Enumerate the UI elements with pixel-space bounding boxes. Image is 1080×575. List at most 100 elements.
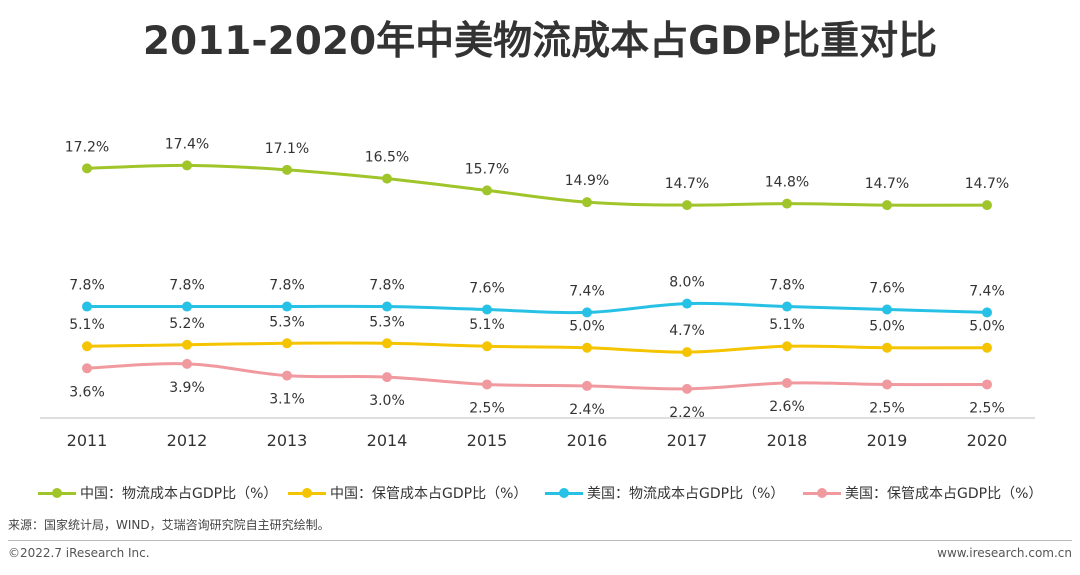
x-tick-label: 2020 xyxy=(967,431,1008,450)
data-label: 7.8% xyxy=(169,278,205,294)
line-chart: 2011 2012 2013 2014 2015 2016 2017 2018 2019 2020… xyxy=(40,136,1035,450)
data-label: 2.6% xyxy=(769,399,805,415)
data-label: 2.2% xyxy=(669,405,705,421)
series-line-2 xyxy=(86,341,988,354)
legend-item: 中国：物流成本占GDP比（%） xyxy=(38,482,277,504)
data-label: 5.2% xyxy=(169,316,205,332)
data-label: 5.0% xyxy=(969,319,1005,335)
legend-marker-icon xyxy=(545,486,583,500)
data-label: 5.0% xyxy=(569,319,605,335)
chart-legend: 中国：物流成本占GDP比（%） 中国：保管成本占GDP比（%） 美国：物流成本占GD… xyxy=(38,482,1078,506)
data-point xyxy=(782,301,792,312)
data-label: 14.7% xyxy=(865,176,909,192)
data-point xyxy=(182,339,192,350)
data-point xyxy=(182,301,192,312)
data-point xyxy=(282,164,292,175)
data-label: 7.8% xyxy=(269,278,305,294)
data-label: 5.3% xyxy=(369,314,405,330)
data-point xyxy=(982,200,992,211)
footer-divider xyxy=(8,540,1072,541)
legend-label: 中国：保管成本占GDP比（%） xyxy=(330,486,528,502)
data-point xyxy=(582,342,592,353)
data-label: 4.7% xyxy=(669,323,705,339)
data-label: 7.6% xyxy=(869,280,905,296)
data-label: 7.8% xyxy=(769,278,805,294)
legend-item: 美国：保管成本占GDP比（%） xyxy=(803,482,1042,504)
data-label: 15.7% xyxy=(465,161,509,177)
legend-label: 美国：物流成本占GDP比（%） xyxy=(587,486,785,502)
x-tick-label: 2012 xyxy=(167,431,208,450)
legend-marker-icon xyxy=(803,486,841,500)
data-label: 8.0% xyxy=(669,275,705,291)
series-line-3 xyxy=(86,301,988,315)
data-point xyxy=(782,341,792,352)
data-point xyxy=(582,197,592,208)
legend-label: 中国：物流成本占GDP比（%） xyxy=(80,486,278,502)
legend-item: 中国：保管成本占GDP比（%） xyxy=(288,482,527,504)
data-point xyxy=(282,370,292,381)
data-point xyxy=(82,163,92,174)
data-point xyxy=(882,304,892,315)
chart-title: 2011-2020年中美物流成本占GDP比重对比 xyxy=(142,19,938,64)
data-label: 14.8% xyxy=(765,175,809,191)
data-label: 14.7% xyxy=(665,176,709,192)
data-point xyxy=(482,304,492,315)
x-tick-label: 2016 xyxy=(567,431,608,450)
x-tick-label: 2015 xyxy=(467,431,508,450)
data-point xyxy=(682,200,692,211)
data-label: 14.7% xyxy=(965,176,1009,192)
data-label: 3.6% xyxy=(69,384,105,400)
data-label: 17.2% xyxy=(65,139,109,155)
data-point xyxy=(182,358,192,369)
data-point xyxy=(82,363,92,374)
data-point xyxy=(582,380,592,391)
data-point xyxy=(882,342,892,353)
series-line-4 xyxy=(86,362,988,391)
data-label: 2.5% xyxy=(969,400,1005,416)
data-label: 16.5% xyxy=(365,150,409,166)
data-label: 3.0% xyxy=(369,393,405,409)
data-point xyxy=(382,372,392,383)
data-label: 17.1% xyxy=(265,141,309,157)
data-label: 7.8% xyxy=(69,278,105,294)
x-tick-label: 2019 xyxy=(867,431,908,450)
data-point xyxy=(482,341,492,352)
x-tick-label: 2018 xyxy=(767,431,808,450)
data-label: 7.8% xyxy=(369,278,405,294)
data-point xyxy=(382,301,392,312)
data-point xyxy=(982,307,992,318)
data-point xyxy=(382,338,392,349)
series-line-1 xyxy=(86,163,988,207)
data-point xyxy=(682,347,692,358)
data-label: 3.9% xyxy=(169,380,205,396)
data-label: 5.1% xyxy=(469,317,505,333)
data-point xyxy=(882,379,892,390)
data-label: 7.6% xyxy=(469,280,505,296)
x-tick-label: 2013 xyxy=(267,431,308,450)
data-point xyxy=(682,383,692,394)
data-point xyxy=(782,198,792,209)
data-point xyxy=(182,160,192,171)
data-label: 2.5% xyxy=(869,400,905,416)
data-point xyxy=(482,379,492,390)
data-point xyxy=(582,307,592,318)
data-point xyxy=(782,377,792,388)
data-label: 5.3% xyxy=(269,314,305,330)
data-label: 17.4% xyxy=(165,136,209,152)
data-label: 7.4% xyxy=(569,283,605,299)
data-label: 5.0% xyxy=(869,319,905,335)
source-note: 来源：国家统计局，WIND，艾瑞咨询研究院自主研究绘制。 xyxy=(8,518,330,532)
data-point xyxy=(482,185,492,196)
legend-marker-icon xyxy=(288,486,326,500)
data-label: 3.1% xyxy=(269,392,305,408)
data-point xyxy=(82,341,92,352)
footer-copyright: ©2022.7 iResearch Inc. xyxy=(8,546,150,560)
x-tick-label: 2017 xyxy=(667,431,708,450)
data-label: 14.9% xyxy=(565,173,609,189)
data-label: 5.1% xyxy=(69,317,105,333)
data-label: 2.4% xyxy=(569,402,605,418)
data-point xyxy=(82,301,92,312)
x-tick-label: 2014 xyxy=(367,431,408,450)
data-point xyxy=(282,301,292,312)
data-point xyxy=(382,173,392,184)
